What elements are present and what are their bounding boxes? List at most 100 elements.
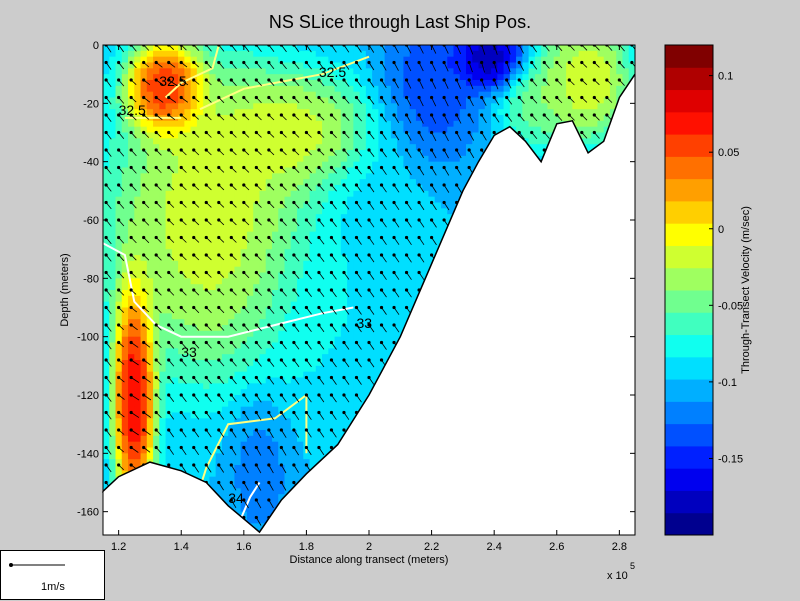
velocity-cell — [140, 447, 148, 454]
velocity-cell — [347, 348, 354, 355]
velocity-cell — [278, 208, 286, 215]
velocity-cell — [409, 161, 417, 169]
velocity-cell — [378, 290, 386, 297]
velocity-cell — [403, 260, 411, 268]
velocity-cell — [340, 167, 348, 174]
velocity-cell — [390, 45, 398, 52]
velocity-cell — [271, 144, 279, 151]
velocity-cell — [159, 97, 167, 104]
velocity-cell — [203, 91, 210, 99]
velocity-cell — [359, 301, 367, 309]
velocity-cell — [428, 231, 436, 239]
velocity-cell — [103, 74, 110, 81]
velocity-cell — [403, 266, 411, 274]
velocity-cell — [322, 109, 329, 116]
velocity-cell — [178, 161, 185, 169]
velocity-cell — [372, 266, 379, 274]
velocity-cell — [278, 190, 286, 198]
velocity-cell — [253, 50, 261, 58]
velocity-cell — [297, 406, 304, 414]
velocity-cell — [372, 179, 379, 186]
velocity-cell — [459, 62, 467, 69]
velocity-cell — [253, 132, 261, 139]
velocity-cell — [209, 447, 217, 454]
velocity-cell — [315, 45, 323, 52]
velocity-cell — [209, 208, 217, 215]
velocity-cell — [303, 109, 311, 116]
velocity-cell — [259, 126, 267, 134]
velocity-cell — [209, 167, 217, 174]
velocity-cell — [409, 144, 417, 151]
velocity-cell — [353, 354, 361, 361]
velocity-cell — [178, 196, 185, 204]
velocity-cell — [365, 91, 373, 99]
velocity-cell — [103, 342, 110, 349]
velocity-cell — [278, 80, 286, 87]
velocity-cell — [422, 103, 430, 110]
velocity-cell — [365, 85, 373, 93]
velocity-cell — [365, 389, 373, 396]
velocity-cell — [121, 371, 129, 379]
velocity-cell — [190, 62, 198, 69]
velocity-cell — [115, 202, 123, 209]
velocity-cell — [265, 173, 273, 180]
velocity-cell — [221, 389, 229, 396]
velocity-cell — [428, 237, 436, 244]
velocity-cell — [409, 243, 417, 250]
velocity-cell — [409, 225, 417, 233]
velocity-cell — [115, 144, 123, 151]
velocity-cell — [315, 126, 323, 134]
velocity-cell — [121, 196, 129, 204]
velocity-cell — [278, 400, 286, 408]
velocity-cell — [403, 301, 411, 309]
velocity-cell — [178, 249, 185, 256]
velocity-cell — [278, 459, 286, 466]
velocity-cell — [215, 272, 223, 279]
velocity-cell — [284, 470, 292, 478]
velocity-cell — [115, 447, 123, 454]
velocity-cell — [253, 400, 261, 408]
velocity-cell — [246, 319, 254, 326]
velocity-cell — [121, 109, 129, 116]
velocity-cell — [221, 132, 229, 139]
velocity-cell — [265, 225, 273, 233]
velocity-cell — [303, 202, 311, 209]
velocity-cell — [203, 430, 210, 437]
velocity-cell — [397, 196, 405, 204]
velocity-cell — [271, 231, 279, 239]
velocity-cell — [278, 430, 286, 437]
velocity-cell — [271, 220, 279, 227]
velocity-cell — [146, 120, 154, 128]
velocity-cell — [278, 406, 286, 414]
velocity-cell — [103, 284, 110, 291]
velocity-cell — [347, 173, 354, 180]
velocity-cell — [246, 255, 254, 262]
velocity-cell — [184, 400, 192, 408]
velocity-cell — [290, 56, 298, 64]
velocity-cell — [128, 85, 135, 93]
velocity-cell — [146, 45, 154, 52]
velocity-cell — [290, 354, 298, 361]
velocity-cell — [196, 225, 204, 233]
velocity-cell — [390, 295, 398, 303]
velocity-cell — [284, 155, 292, 163]
velocity-cell — [109, 179, 117, 186]
velocity-cell — [203, 476, 210, 484]
velocity-cell — [103, 453, 110, 460]
velocity-cell — [128, 185, 135, 192]
velocity-cell — [290, 161, 298, 169]
velocity-cell — [347, 284, 354, 291]
velocity-cell — [246, 103, 254, 110]
velocity-cell — [271, 179, 279, 186]
velocity-cell — [240, 190, 248, 198]
velocity-cell — [196, 103, 204, 110]
velocity-cell — [328, 185, 336, 192]
velocity-cell — [447, 62, 455, 69]
velocity-cell — [196, 418, 204, 425]
velocity-cell — [153, 132, 160, 139]
velocity-cell — [278, 202, 286, 209]
velocity-cell — [103, 45, 110, 52]
velocity-cell — [165, 447, 173, 454]
velocity-cell — [153, 365, 160, 373]
velocity-cell — [184, 208, 192, 215]
